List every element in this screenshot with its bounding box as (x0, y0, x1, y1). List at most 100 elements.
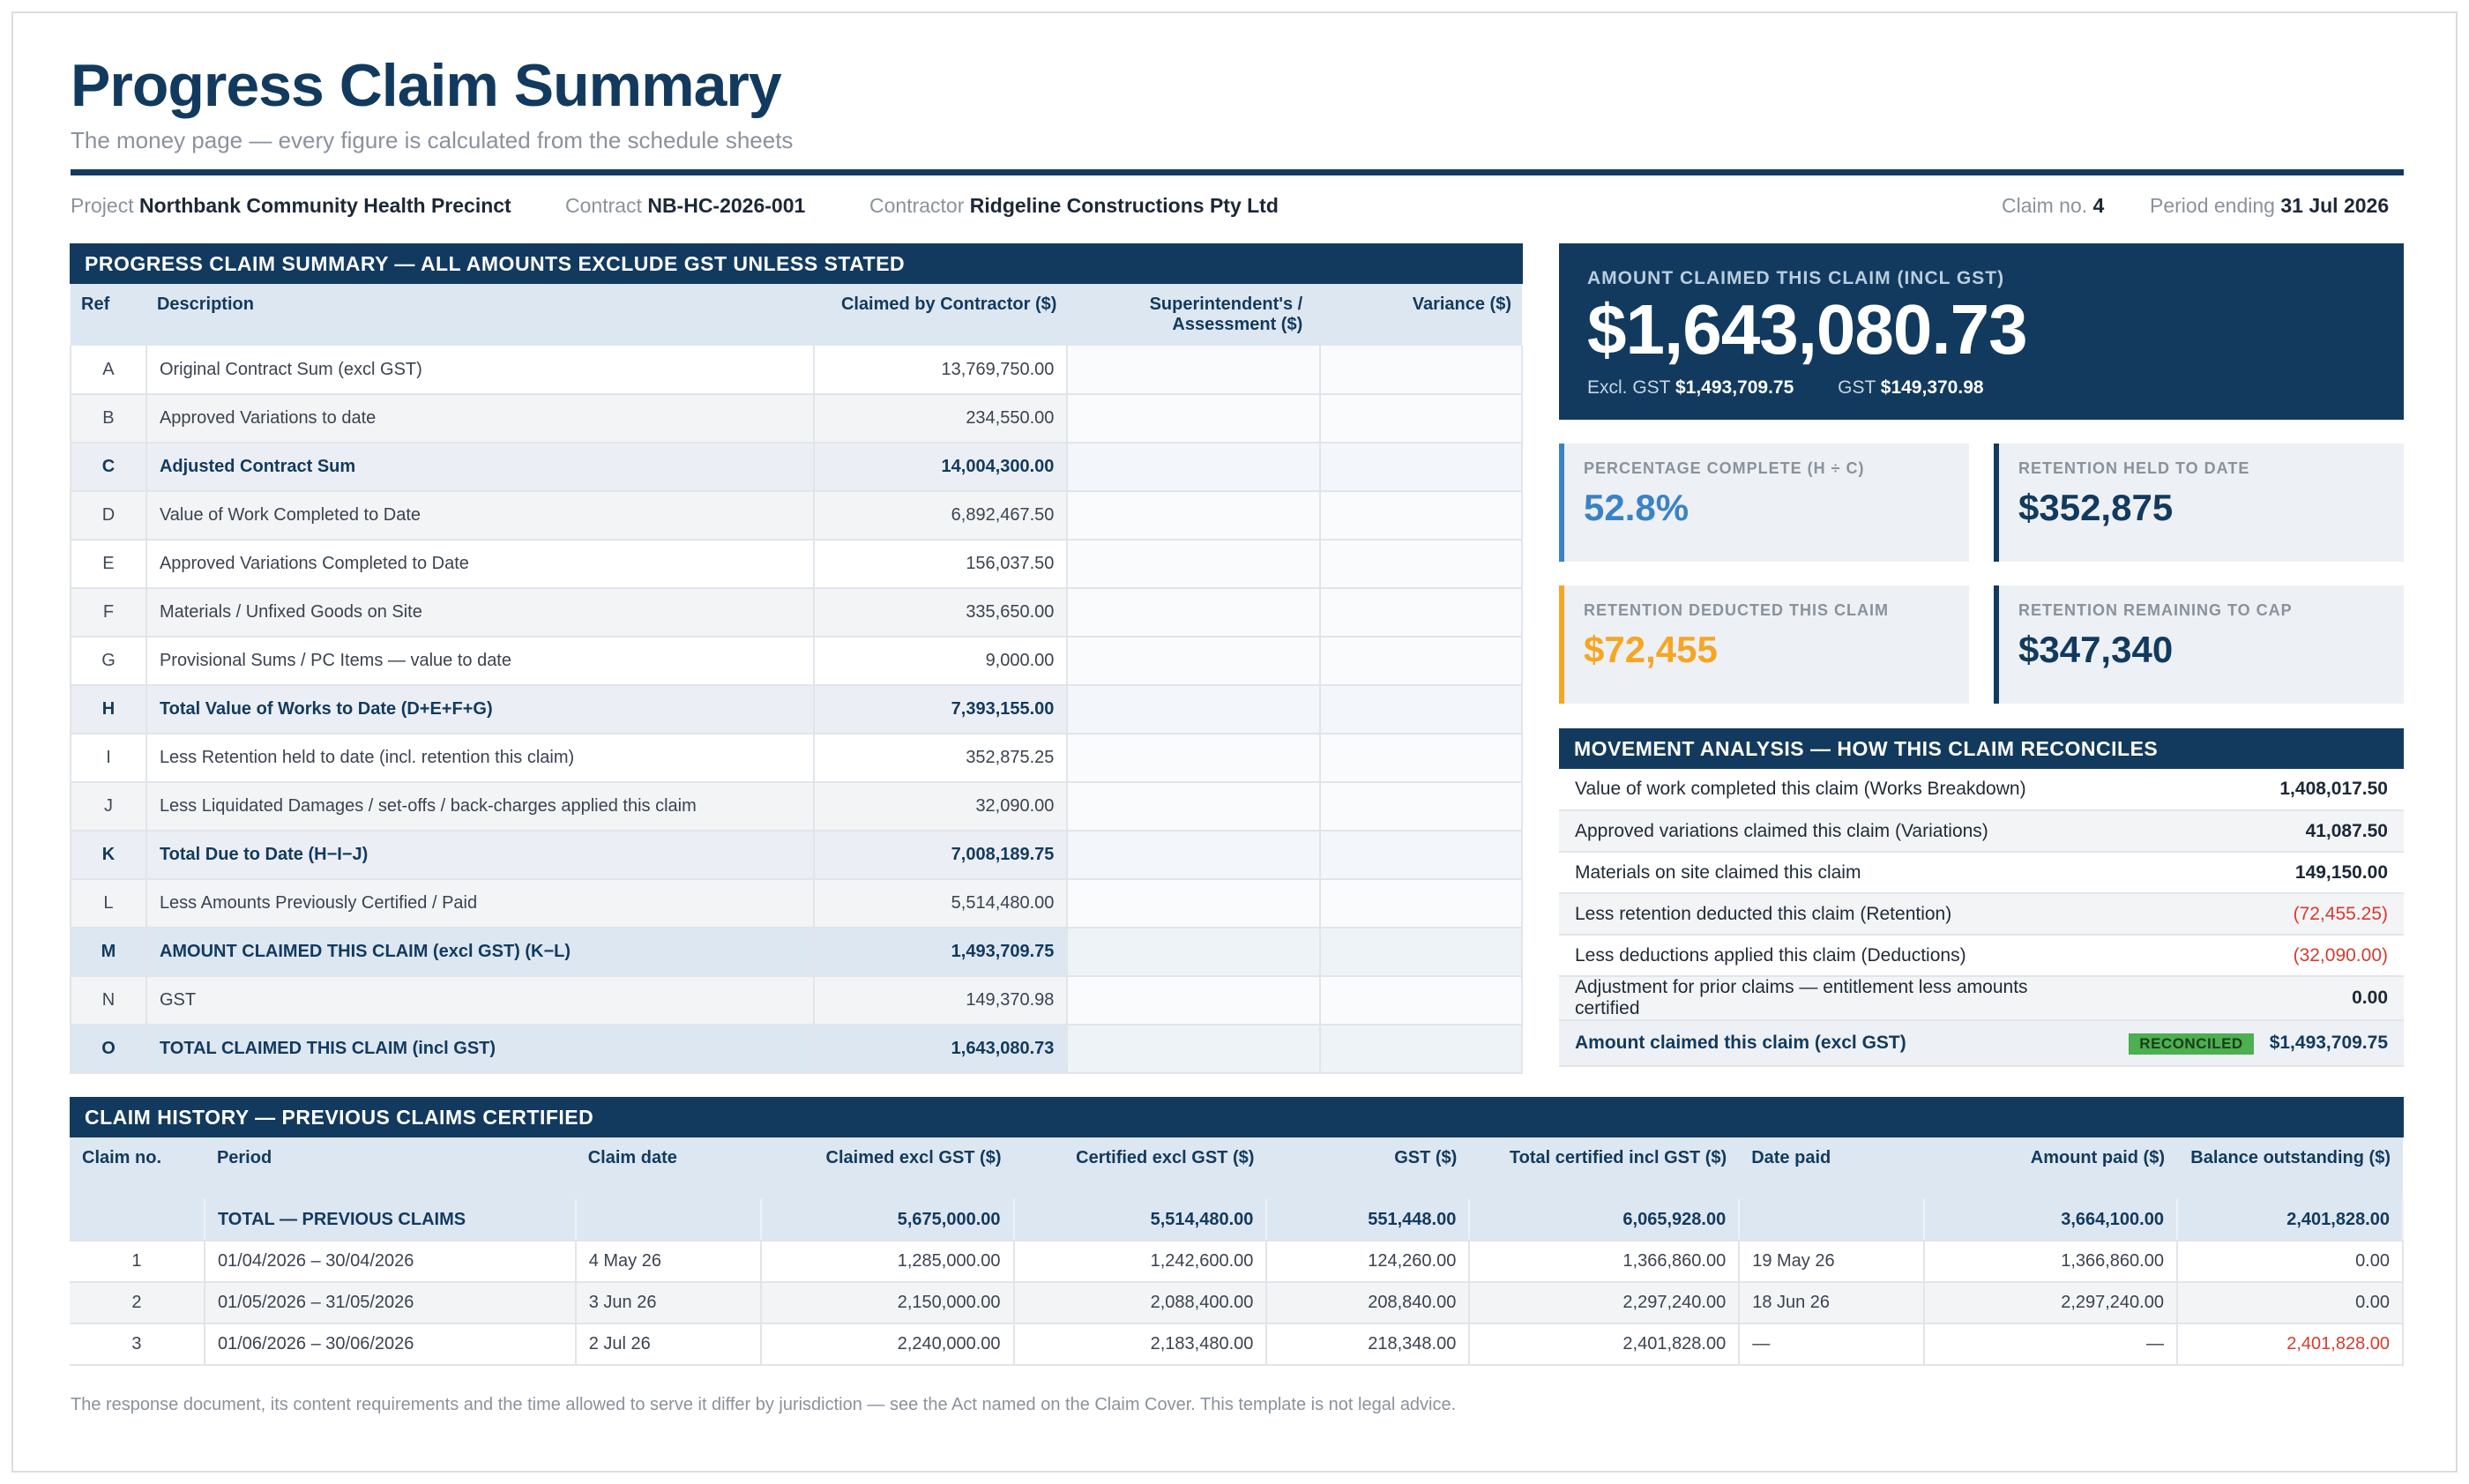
movement-row: Approved variations claimed this claim (… (1559, 810, 2404, 853)
percentage-complete-card: PERCENTAGE COMPLETE (H ÷ C) 52.8% (1559, 444, 1969, 562)
title-divider (71, 169, 2404, 175)
history-claim-no: 3 (70, 1324, 205, 1366)
summary-table: Ref Description Claimed by Contractor ($… (70, 284, 1523, 1074)
history-claim-date: 2 Jul 26 (575, 1324, 762, 1366)
summary-claimed-value: 6,892,467.50 (813, 491, 1069, 541)
summary-variance-value (1320, 491, 1523, 541)
summary-ref: G (70, 637, 147, 686)
summary-variance-value (1320, 346, 1523, 395)
history-date-paid: 19 May 26 (1739, 1241, 1926, 1283)
history-row: 2 01/05/2026 – 31/05/2026 3 Jun 26 2,150,00… (70, 1282, 2405, 1324)
summary-description: Total Value of Works to Date (D+E+F+G) (145, 685, 815, 735)
col-claimed-excl: Claimed excl GST ($) (760, 1137, 1014, 1199)
summary-row: L Less Amounts Previously Certified / Pai… (70, 879, 1523, 928)
summary-description: Less Retention held to date (incl. reten… (145, 734, 815, 783)
summary-row: N GST 149,370.98 (70, 976, 1523, 1025)
claim-history: CLAIM HISTORY — PREVIOUS CLAIMS CERTIFIE… (70, 1097, 2405, 1366)
history-claim-no: 2 (70, 1282, 205, 1324)
summary-variance-value (1320, 588, 1523, 638)
contractor-meta: Contractor Ridgeline Constructions Pty L… (869, 194, 1279, 218)
summary-claimed-value: 5,514,480.00 (813, 879, 1069, 928)
col-date-paid: Date paid (1739, 1137, 1925, 1199)
summary-variance-value (1320, 782, 1523, 831)
movement-value: 0.00 (2086, 976, 2404, 1021)
summary-claimed-value: 9,000.00 (813, 637, 1069, 686)
summary-description: GST (145, 976, 815, 1025)
summary-claimed-value: 352,875.25 (813, 734, 1069, 783)
retention-deducted-label: RETENTION DEDUCTED THIS CLAIM (1584, 601, 1889, 619)
summary-variance-value (1320, 928, 1523, 977)
history-total-label: TOTAL — PREVIOUS CLAIMS (204, 1199, 577, 1242)
summary-claimed-value: 149,370.98 (813, 976, 1069, 1025)
summary-row: I Less Retention held to date (incl. rete… (70, 734, 1523, 783)
history-total-certified: 1,366,860.00 (1469, 1241, 1741, 1283)
summary-variance-value (1320, 1025, 1523, 1074)
history-table: Claim no. Period Claim date Claimed excl… (70, 1137, 2405, 1366)
summary-description: Less Liquidated Damages / set-offs / bac… (145, 782, 815, 831)
history-gst: 124,260.00 (1266, 1241, 1471, 1283)
amount-claimed-label: AMOUNT CLAIMED THIS CLAIM (INCL GST) (1587, 268, 2005, 288)
summary-superintendent-value (1067, 1025, 1322, 1074)
summary-ref: B (70, 394, 147, 444)
summary-superintendent-value (1067, 831, 1322, 880)
summary-superintendent-value (1067, 976, 1322, 1025)
amount-breakdown: Excl. GST $1,493,709.75 GST $149,370.98 (1587, 377, 2376, 399)
col-ref: Ref (71, 284, 146, 346)
summary-ref: A (70, 346, 147, 395)
summary-heading: PROGRESS CLAIM SUMMARY — ALL AMOUNTS EXC… (70, 243, 1523, 284)
summary-description: Provisional Sums / PC Items — value to d… (145, 637, 815, 686)
summary-variance-value (1320, 443, 1523, 492)
summary-claimed-value: 1,493,709.75 (813, 928, 1069, 977)
summary-description: Approved Variations to date (145, 394, 815, 444)
project-meta: Project Northbank Community Health Preci… (71, 194, 511, 218)
summary-variance-value (1320, 831, 1523, 880)
history-claimed: 1,285,000.00 (760, 1241, 1015, 1283)
summary-superintendent-value (1067, 346, 1322, 395)
contractor-label: Contractor (869, 194, 965, 217)
summary-claimed-value: 335,650.00 (813, 588, 1069, 638)
history-total-claimed: 5,675,000.00 (760, 1199, 1015, 1242)
history-claim-no: 1 (70, 1241, 205, 1283)
contract-label: Contract (565, 194, 642, 217)
movement-final-row: Amount claimed this claim (excl GST) REC… (1559, 1020, 2404, 1067)
movement-row: Less deductions applied this claim (Dedu… (1559, 935, 2404, 977)
summary-row: M AMOUNT CLAIMED THIS CLAIM (excl GST) (K… (70, 928, 1523, 977)
period-label: Period ending (2150, 194, 2275, 217)
project-name: Northbank Community Health Precinct (138, 194, 511, 217)
history-total-certified: 2,297,240.00 (1469, 1282, 1741, 1324)
history-gst: 218,348.00 (1266, 1324, 1471, 1366)
excl-gst-label: Excl. GST (1587, 377, 1671, 398)
claim-no-value: 4 (2092, 194, 2105, 217)
history-amount-paid: 1,366,860.00 (1924, 1241, 2178, 1283)
movement-label: Less deductions applied this claim (Dedu… (1559, 935, 2086, 977)
summary-superintendent-value (1067, 685, 1322, 735)
history-claimed: 2,150,000.00 (760, 1282, 1015, 1324)
summary-row: O TOTAL CLAIMED THIS CLAIM (incl GST) 1,64… (70, 1025, 1523, 1074)
summary-ref: K (70, 831, 147, 880)
movement-value: (32,090.00) (2086, 935, 2404, 977)
history-certified: 1,242,600.00 (1013, 1241, 1268, 1283)
history-total-gst: 551,448.00 (1266, 1199, 1471, 1242)
summary-claimed-value: 32,090.00 (813, 782, 1069, 831)
summary-superintendent-value (1067, 491, 1322, 541)
amount-claimed-card: AMOUNT CLAIMED THIS CLAIM (INCL GST) $1,… (1559, 243, 2404, 420)
contract-meta: Contract NB-HC-2026-001 (565, 194, 805, 218)
col-balance: Balance outstanding ($) (2176, 1137, 2403, 1199)
summary-superintendent-value (1067, 928, 1322, 977)
history-period: 01/04/2026 – 30/04/2026 (204, 1241, 577, 1283)
retention-held-card: RETENTION HELD TO DATE $352,875 (1994, 444, 2404, 562)
history-certified: 2,088,400.00 (1013, 1282, 1268, 1324)
summary-variance-value (1320, 394, 1523, 444)
percentage-complete-value: 52.8% (1584, 487, 1690, 528)
history-date-paid: — (1739, 1324, 1926, 1366)
summary-ref: E (70, 540, 147, 589)
retention-remaining-value: $347,340 (2018, 629, 2174, 670)
summary-description: Value of Work Completed to Date (145, 491, 815, 541)
history-total-incl: 6,065,928.00 (1469, 1199, 1741, 1242)
col-claim-date: Claim date (575, 1137, 761, 1199)
summary-description: Less Amounts Previously Certified / Paid (145, 879, 815, 928)
summary-superintendent-value (1067, 734, 1322, 783)
movement-heading: MOVEMENT ANALYSIS — HOW THIS CLAIM RECON… (1559, 728, 2404, 769)
summary-row: K Total Due to Date (H−I−J) 7,008,189.75 (70, 831, 1523, 880)
summary-ref: N (70, 976, 147, 1025)
